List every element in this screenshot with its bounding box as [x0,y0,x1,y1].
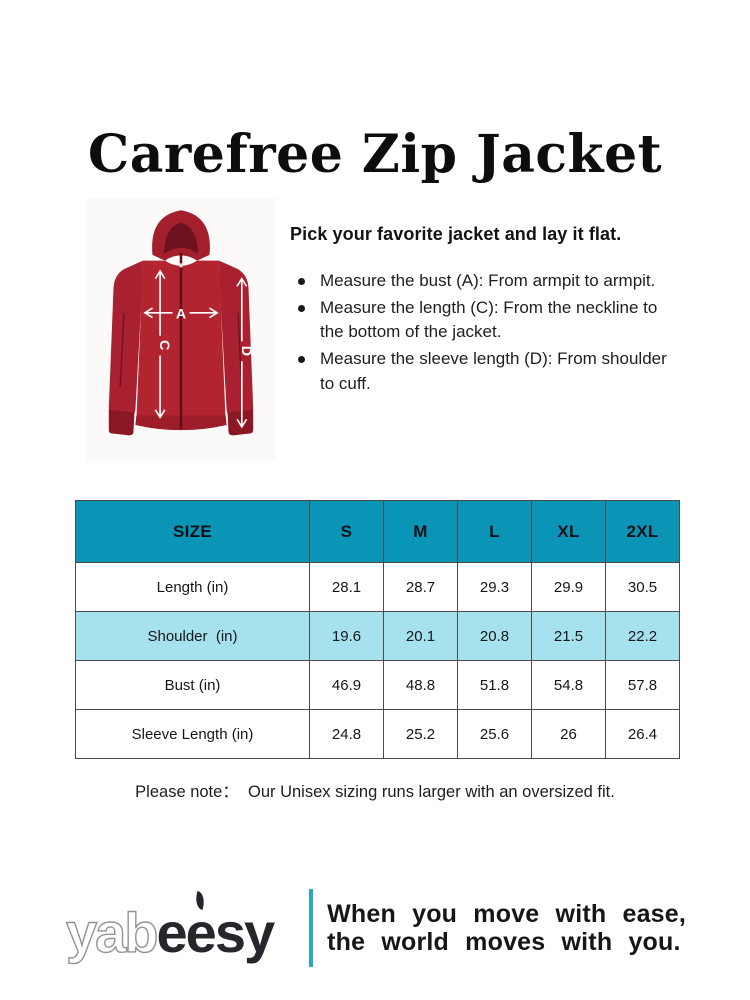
value-cell: 28.7 [383,562,458,612]
page-title: Carefree Zip Jacket [87,124,663,185]
value-cell: 22.2 [605,611,680,661]
size-chart-table: SIZE S M L XL 2XL Length (in) 28.1 28.7 … [75,500,680,759]
measurement-instructions: Pick your favorite jacket and lay it fla… [290,224,682,399]
size-chart-section: SIZE S M L XL 2XL Length (in) 28.1 28.7 … [75,500,680,759]
value-cell: 24.8 [309,709,384,759]
brand-footer: yabee sy When you move with ease, the wor… [65,882,710,974]
logo-text-rest: sy [214,901,275,964]
instruction-text: Measure the bust (A): From armpit to arm… [320,271,656,290]
table-row-bust: Bust (in) 46.9 48.8 51.8 54.8 57.8 [75,660,680,710]
row-label-cell: Length (in) [75,562,310,612]
bullet-icon [298,305,305,313]
instruction-text: Measure the sleeve length (D): From shou… [320,349,667,393]
table-row-length: Length (in) 28.1 28.7 29.3 29.9 30.5 [75,562,680,612]
instructions-heading: Pick your favorite jacket and lay it fla… [290,224,622,244]
value-cell: 29.9 [531,562,606,612]
value-cell: 25.2 [383,709,458,759]
header-cell-2xl: 2XL [605,500,680,563]
row-label-cell: Sleeve Length (in) [75,709,310,759]
value-cell: 25.6 [457,709,532,759]
header-cell-xl: XL [531,500,606,563]
bullet-icon [298,278,305,285]
value-cell: 29.3 [457,562,532,612]
jacket-measurement-diagram: A C D [108,210,254,436]
bust-label: A [176,307,186,323]
value-cell: 51.8 [457,660,532,710]
logo-text-e2: e [185,901,217,964]
value-cell: 20.1 [383,611,458,661]
measure-line-length [154,269,166,419]
header-cell-m: M [383,500,458,563]
value-cell: 57.8 [605,660,680,710]
instruction-item: Measure the length (C): From the necklin… [290,296,670,344]
value-cell: 54.8 [531,660,606,710]
jacket-hood-inner [163,222,199,254]
brand-tagline: When you move with ease, the world moves… [327,900,686,957]
jacket-right-sleeve [219,260,254,417]
jacket-left-cuff [108,409,135,436]
header-cell-s: S [309,500,384,563]
value-cell: 20.8 [457,611,532,661]
jacket-left-sleeve [108,260,143,417]
value-cell: 19.6 [309,611,384,661]
brand-logo: yabee sy [65,890,275,964]
instruction-item: Measure the sleeve length (D): From shou… [290,347,670,395]
instruction-text: Measure the length (C): From the necklin… [320,298,658,342]
instructions-list: Measure the bust (A): From armpit to arm… [290,269,670,396]
tagline-line1: When you move with ease, [327,899,687,928]
value-cell: 21.5 [531,611,606,661]
zipper-pull [178,263,184,268]
value-cell: 48.8 [383,660,458,710]
logo-text-e1: e [156,901,188,964]
measure-line-sleeve [236,277,248,429]
sizing-note: Please note： Our Unisex sizing runs larg… [135,783,615,801]
header-cell-size: SIZE [75,500,310,563]
tagline-line2: the world moves with you. [327,928,681,956]
header-cell-l: L [457,500,532,563]
sleeve-zip-left [119,312,125,387]
value-cell: 26.4 [605,709,680,759]
footer-divider [309,889,314,967]
value-cell: 30.5 [605,562,680,612]
value-cell: 46.9 [309,660,384,710]
table-row-sleeve-length: Sleeve Length (in) 24.8 25.2 25.6 26 26.… [75,709,680,759]
row-label-cell: Bust (in) [75,660,310,710]
table-row-shoulder: Shoulder (in) 19.6 20.1 20.8 21.5 22.2 [75,611,680,661]
value-cell: 26 [531,709,606,759]
instruction-item: Measure the bust (A): From armpit to arm… [290,269,670,293]
logo-text-outline: yab [65,901,159,964]
bullet-icon [298,356,305,364]
measure-line-bust [143,307,219,319]
jacket-photo: A C D [86,198,276,460]
length-label: C [156,340,172,350]
sleeve-label: D [238,346,254,356]
row-label-cell: Shoulder (in) [75,611,310,661]
value-cell: 28.1 [309,562,384,612]
jacket-right-cuff [227,409,254,436]
table-header-row: SIZE S M L XL 2XL [75,500,680,563]
